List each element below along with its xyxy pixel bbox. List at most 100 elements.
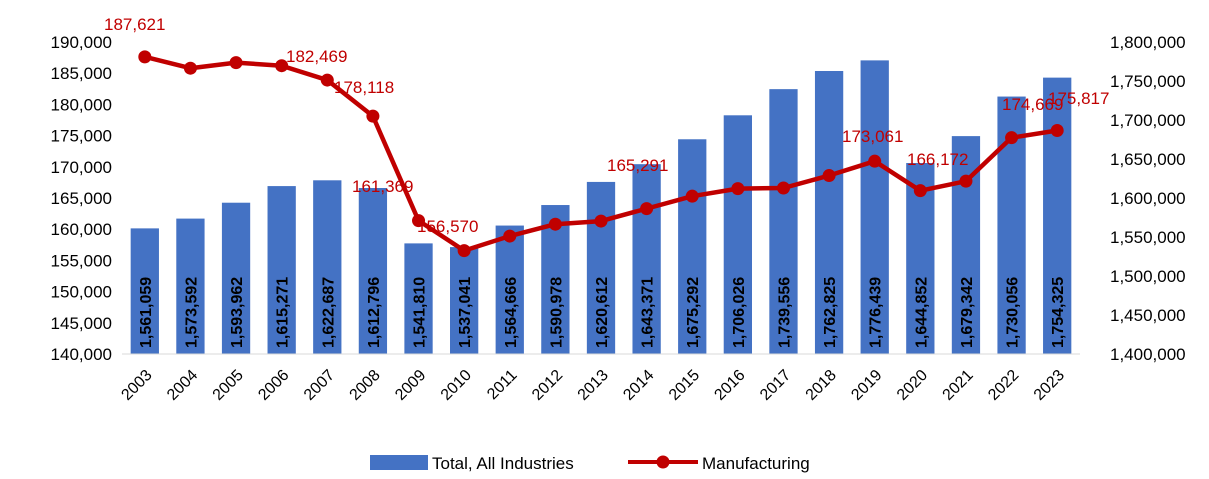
y-left-tick: 175,000: [51, 127, 112, 146]
bar-2018: [814, 70, 844, 355]
y-right-tick: 1,750,000: [1110, 72, 1186, 91]
line-point-2016: [731, 182, 745, 196]
y-left-tick: 155,000: [51, 251, 112, 270]
bar-label-2003: 1,561,059: [138, 277, 155, 348]
x-tick-2008: 2008: [347, 367, 384, 404]
line-point-2003: [138, 50, 152, 64]
bar-label-2009: 1,541,810: [412, 277, 429, 348]
line-label-2012: 156,570: [417, 217, 478, 236]
y-axis-right: 1,400,000 1,450,000 1,500,000 1,550,000 1,60…: [1110, 33, 1186, 364]
line-point-2022: [1005, 131, 1019, 145]
bar-2004: [176, 218, 205, 354]
legend-marker-manufacturing: [656, 455, 670, 469]
x-tick-2019: 2019: [848, 367, 885, 404]
x-tick-2003: 2003: [118, 367, 155, 404]
bar-label-2008: 1,612,796: [366, 277, 383, 348]
line-label-2011: 161,369: [352, 177, 413, 196]
bar-2010: [450, 247, 479, 354]
y-left-tick: 160,000: [51, 220, 112, 239]
bar-2015: [678, 139, 707, 354]
bar-2016: [723, 115, 752, 355]
line-point-2009: [412, 214, 426, 228]
line-label-2021: 173,061: [842, 127, 903, 146]
y-axis-left: 140,000 145,000 150,000 155,000 160,000 165,0…: [51, 33, 112, 364]
bar-label-2014: 1,643,371: [640, 277, 657, 348]
line-point-2004: [183, 61, 197, 75]
line-point-2021: [959, 174, 973, 188]
bar-label-2007: 1,622,687: [320, 277, 337, 348]
y-right-tick: 1,800,000: [1110, 33, 1186, 52]
y-right-tick: 1,600,000: [1110, 189, 1186, 208]
x-tick-2016: 2016: [711, 367, 748, 404]
line-point-2014: [640, 202, 654, 216]
x-tick-2015: 2015: [666, 367, 703, 404]
x-tick-2021: 2021: [940, 367, 977, 404]
line-label-undefined: 174,669: [1002, 95, 1063, 114]
line-label-2003: 187,621: [104, 15, 165, 34]
y-left-tick: 180,000: [51, 95, 112, 114]
y-left-tick: 185,000: [51, 64, 112, 83]
y-right-tick: 1,450,000: [1110, 306, 1186, 325]
y-right-tick: 1,550,000: [1110, 228, 1186, 247]
line-point-2020: [913, 184, 927, 198]
line-point-2007: [320, 73, 334, 87]
x-tick-2005: 2005: [210, 367, 247, 404]
y-left-tick: 190,000: [51, 33, 112, 52]
legend[interactable]: Total, All Industries Manufacturing: [370, 454, 810, 473]
bar-2014: [632, 164, 661, 354]
bar-2007: [313, 180, 342, 354]
legend-swatch-total: [370, 455, 428, 470]
line-point-2008: [366, 109, 380, 123]
bar-label-2023: 1,754,325: [1050, 277, 1067, 348]
x-tick-2006: 2006: [255, 367, 292, 404]
y-left-tick: 170,000: [51, 158, 112, 177]
bar-2011: [495, 225, 524, 354]
line-label-2017: 165,291: [607, 156, 668, 175]
line-point-2019: [868, 154, 882, 168]
x-tick-2014: 2014: [620, 367, 657, 404]
line-point-2010: [457, 244, 471, 258]
bar-label-2011: 1,564,666: [503, 277, 520, 348]
bar-2005: [221, 202, 251, 354]
line-label-group: 187,621 182,469 178,118 161,369 156,570 165,2…: [104, 15, 1109, 236]
y-left-tick: 145,000: [51, 314, 112, 333]
line-point-2005: [229, 56, 243, 70]
x-tick-2018: 2018: [803, 367, 840, 404]
bar-label-2021: 1,679,342: [959, 277, 976, 348]
x-tick-2017: 2017: [757, 367, 794, 404]
x-tick-2004: 2004: [164, 367, 201, 404]
bar-2006: [267, 186, 296, 354]
x-axis: 2003 2004 2005 2006 2007 2008 2009 2010 2011 2012…: [118, 353, 1080, 404]
x-tick-2022: 2022: [985, 367, 1022, 404]
bar-label-2019: 1,776,439: [868, 277, 885, 348]
y-left-tick: 165,000: [51, 189, 112, 208]
bar-2023: [1043, 77, 1072, 355]
bar-2013: [586, 181, 616, 354]
bar-label-2015: 1,675,292: [685, 277, 702, 348]
bar-2008: [358, 188, 388, 354]
bar-label-2022: 1,730,056: [1005, 277, 1022, 348]
bar-label-group: 1,561,059 1,573,592 1,593,962 1,615,271 1,62…: [138, 277, 1067, 348]
line-point-2023: [1050, 124, 1064, 138]
x-tick-2012: 2012: [529, 367, 566, 404]
line-point-2012: [548, 217, 562, 231]
line-label-2008: 178,118: [334, 78, 394, 97]
bar-2009: [404, 243, 433, 354]
x-tick-2007: 2007: [301, 367, 338, 404]
line-label-undefined: 175,817: [1048, 89, 1109, 108]
line-point-2015: [685, 189, 699, 203]
bar-2003: [130, 228, 159, 354]
line-label-2007: 182,469: [286, 47, 347, 66]
bar-label-2017: 1,739,556: [776, 277, 793, 348]
bar-series-group: [130, 60, 1072, 355]
bar-label-2018: 1,762,825: [822, 277, 839, 348]
bar-label-2010: 1,537,041: [457, 277, 474, 348]
x-tick-2010: 2010: [438, 367, 475, 404]
legend-label-total: Total, All Industries: [432, 454, 574, 473]
y-right-tick: 1,650,000: [1110, 150, 1186, 169]
line-series-group: [138, 50, 1064, 258]
line-point-2018: [822, 169, 836, 183]
x-tick-2023: 2023: [1031, 367, 1068, 404]
bar-label-2005: 1,593,962: [229, 277, 246, 348]
